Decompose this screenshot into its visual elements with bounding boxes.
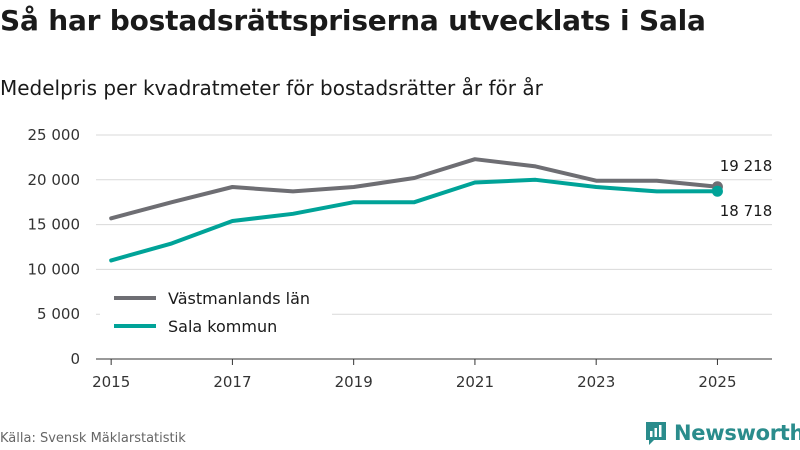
- y-tick-label: 25 000: [28, 126, 81, 144]
- source-note: Källa: Svensk Mäklarstatistik: [0, 431, 186, 446]
- brand-logo: Newsworthy: [644, 420, 800, 446]
- end-labels: 19 218 18 718: [720, 157, 773, 220]
- y-tick-label: 5 000: [37, 305, 80, 323]
- series-end-point-1: [711, 185, 723, 197]
- series-line-0: [109, 157, 720, 221]
- series-layer: [109, 157, 723, 263]
- y-tick-label: 0: [70, 350, 80, 368]
- series-line-1: [109, 177, 720, 263]
- x-tick-label: 2025: [698, 373, 736, 391]
- legend-label-sala-kommun: Sala kommun: [168, 317, 277, 336]
- x-tick-label: 2023: [577, 373, 615, 391]
- x-tick-label: 2019: [335, 373, 373, 391]
- y-tick-label: 10 000: [28, 260, 81, 278]
- newsworthy-logo-icon: [646, 422, 666, 445]
- y-tick-label: 20 000: [28, 171, 81, 189]
- legend: Västmanlands län Sala kommun: [100, 280, 332, 348]
- x-tick-label: 2021: [456, 373, 494, 391]
- x-tick-label: 2017: [213, 373, 251, 391]
- legend-label-vastmanlands-lan: Västmanlands län: [168, 289, 310, 308]
- axis-layer: 0 5 000 10 000 15 000 20 000 25 000 2015 2017 20…: [28, 126, 772, 391]
- line-chart: 0 5 000 10 000 15 000 20 000 25 000 2015 2017 20…: [28, 126, 773, 391]
- end-label-vastmanlands-lan: 19 218: [720, 157, 773, 175]
- legend-background: [100, 280, 332, 348]
- brand-name: Newsworthy: [674, 421, 800, 445]
- chart-title: Så har bostadsrättspriserna utvecklats i…: [0, 4, 706, 37]
- end-label-sala-kommun: 18 718: [720, 202, 773, 220]
- chart-subtitle: Medelpris per kvadratmeter för bostadsrä…: [0, 76, 543, 100]
- x-tick-label: 2015: [92, 373, 130, 391]
- y-tick-label: 15 000: [28, 216, 81, 234]
